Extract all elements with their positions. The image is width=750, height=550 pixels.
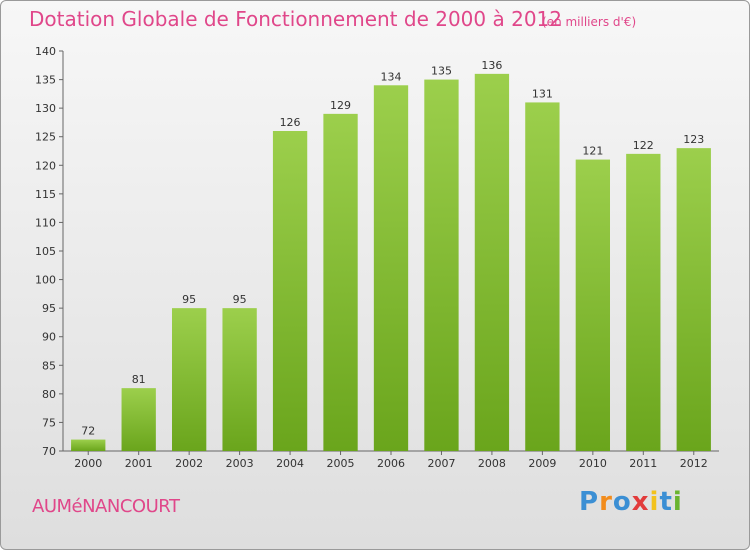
y-tick-label: 100 [35, 274, 56, 287]
value-label: 129 [330, 99, 351, 112]
value-label: 131 [532, 87, 553, 100]
y-tick-label: 130 [35, 102, 56, 115]
brand-letter: i [649, 487, 660, 517]
value-label: 81 [132, 373, 146, 386]
x-tick-label: 2011 [629, 457, 657, 470]
y-tick-label: 115 [35, 188, 56, 201]
commune-name: AUMéNANCOURT [32, 496, 180, 517]
brand-letter: x [631, 487, 650, 517]
bar-2004 [272, 131, 308, 451]
x-tick-label: 2004 [276, 457, 304, 470]
brand-letter: t [659, 487, 673, 517]
bar-2005 [323, 113, 358, 451]
x-tick-label: 2002 [175, 457, 203, 470]
bar-2011 [626, 153, 661, 451]
value-label: 95 [233, 293, 247, 306]
bar-2012 [676, 148, 711, 451]
value-label: 122 [633, 139, 654, 152]
x-tick-label: 2007 [427, 457, 455, 470]
bar-2006 [373, 85, 409, 452]
y-tick-label: 110 [35, 216, 56, 229]
bar-2010 [575, 159, 611, 452]
x-tick-label: 2006 [377, 457, 405, 470]
value-label: 136 [481, 59, 502, 72]
chart-title: Dotation Globale de Fonctionnement de 20… [29, 7, 562, 31]
x-tick-label: 2003 [226, 457, 254, 470]
y-tick-label: 80 [42, 388, 56, 401]
value-label: 95 [182, 293, 196, 306]
value-label: 123 [683, 133, 704, 146]
value-label: 72 [81, 425, 95, 438]
bar-2003 [222, 308, 257, 451]
x-tick-label: 2009 [528, 457, 556, 470]
y-tick-label: 135 [35, 74, 56, 87]
x-tick-label: 2001 [125, 457, 153, 470]
x-tick-label: 2012 [680, 457, 708, 470]
bar-2007 [424, 79, 459, 452]
y-tick-label: 90 [42, 331, 56, 344]
y-tick-label: 125 [35, 131, 56, 144]
brand-letter: i [672, 487, 683, 517]
y-tick-label: 95 [42, 302, 56, 315]
bar-2002 [171, 308, 207, 451]
brand-letter: r [599, 487, 613, 517]
proxiti-logo: Proxiti [579, 487, 683, 517]
brand-letter: P [579, 487, 600, 517]
x-tick-label: 2005 [327, 457, 355, 470]
x-tick-label: 2010 [579, 457, 607, 470]
y-tick-label: 140 [35, 45, 56, 58]
value-label: 134 [381, 70, 402, 83]
bar-2000 [71, 439, 106, 451]
bar-2009 [525, 102, 560, 451]
y-tick-label: 85 [42, 359, 56, 372]
y-tick-label: 105 [35, 245, 56, 258]
chart-subtitle: (en milliers d'€) [542, 15, 637, 29]
y-tick-label: 70 [42, 445, 56, 458]
bar-2001 [121, 388, 156, 451]
y-tick-label: 120 [35, 159, 56, 172]
y-tick-label: 75 [42, 416, 56, 429]
brand-letter: o [612, 487, 632, 517]
bar-2008 [474, 73, 510, 451]
value-label: 121 [582, 145, 603, 158]
x-tick-label: 2000 [74, 457, 102, 470]
value-label: 126 [280, 116, 301, 129]
x-tick-label: 2008 [478, 457, 506, 470]
value-label: 135 [431, 65, 452, 78]
